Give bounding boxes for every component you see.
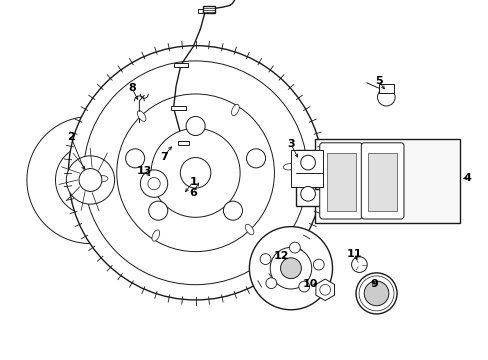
Ellipse shape [283,163,295,170]
Circle shape [147,177,160,190]
Circle shape [265,278,276,289]
Text: 8: 8 [128,83,136,93]
Polygon shape [290,150,322,186]
Circle shape [83,61,307,285]
Circle shape [355,273,396,314]
Bar [315,139,459,223]
Text: 13: 13 [136,166,152,176]
Text: 6: 6 [189,188,197,198]
Circle shape [223,201,242,220]
Bar [178,141,189,145]
Ellipse shape [96,176,108,182]
Circle shape [289,242,300,253]
Polygon shape [295,150,325,206]
Circle shape [298,281,309,292]
Text: 2: 2 [67,132,75,142]
Circle shape [269,247,311,289]
Bar [173,63,188,67]
Circle shape [280,258,301,279]
Polygon shape [315,279,334,301]
Circle shape [180,158,210,188]
Text: 7: 7 [160,152,167,162]
Polygon shape [27,116,131,244]
Text: 12: 12 [273,251,288,261]
Circle shape [79,168,102,192]
Circle shape [66,156,114,204]
Text: 1: 1 [189,177,197,187]
Circle shape [313,259,324,270]
Circle shape [148,201,167,220]
Circle shape [260,254,270,265]
Text: 5: 5 [374,76,382,86]
Text: 10: 10 [302,279,318,289]
Circle shape [140,170,167,197]
Circle shape [117,94,274,252]
Circle shape [151,128,240,217]
Text: 4: 4 [462,173,470,183]
Bar [378,84,393,93]
Circle shape [319,284,330,295]
Bar [198,9,212,13]
Bar [367,153,396,211]
Ellipse shape [244,224,253,235]
Text: 3: 3 [286,139,294,149]
Bar [326,153,355,211]
Circle shape [125,149,144,168]
Circle shape [186,117,205,135]
FancyBboxPatch shape [319,143,362,219]
Circle shape [249,227,332,310]
Text: 11: 11 [346,249,362,259]
Circle shape [300,186,315,201]
Ellipse shape [231,104,239,116]
Circle shape [68,46,322,300]
Bar [171,106,185,110]
Circle shape [300,155,315,170]
Circle shape [364,281,388,306]
Text: 9: 9 [369,279,377,289]
Ellipse shape [137,111,146,121]
FancyBboxPatch shape [361,143,403,219]
Circle shape [246,149,265,168]
Circle shape [377,89,394,106]
Bar [203,6,215,13]
Circle shape [351,257,366,273]
Ellipse shape [152,230,160,241]
